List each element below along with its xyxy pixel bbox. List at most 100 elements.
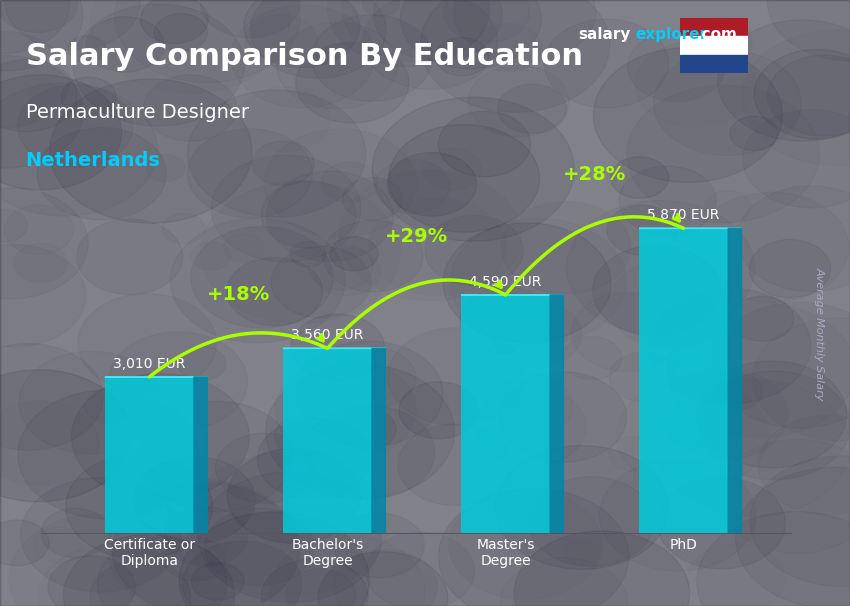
Circle shape — [68, 36, 106, 63]
Circle shape — [183, 541, 302, 606]
Circle shape — [85, 388, 134, 424]
Circle shape — [592, 245, 721, 336]
Circle shape — [529, 477, 654, 567]
Text: explorer: explorer — [636, 27, 708, 42]
Circle shape — [730, 116, 779, 151]
Circle shape — [0, 344, 103, 450]
Circle shape — [654, 50, 802, 156]
Circle shape — [0, 520, 49, 566]
Circle shape — [754, 49, 850, 139]
Circle shape — [343, 177, 403, 220]
Circle shape — [711, 373, 763, 410]
Circle shape — [133, 456, 255, 544]
Circle shape — [0, 0, 83, 71]
Text: Permaculture Designer: Permaculture Designer — [26, 103, 248, 122]
Circle shape — [61, 77, 116, 116]
Circle shape — [338, 409, 396, 450]
Circle shape — [711, 302, 850, 428]
Circle shape — [731, 296, 794, 341]
Circle shape — [610, 157, 669, 198]
Circle shape — [64, 534, 235, 606]
Circle shape — [333, 550, 437, 606]
Circle shape — [750, 456, 850, 587]
Circle shape — [443, 223, 611, 342]
Circle shape — [514, 531, 689, 606]
Circle shape — [495, 445, 669, 570]
Circle shape — [366, 532, 475, 606]
Circle shape — [18, 390, 199, 519]
Circle shape — [170, 218, 345, 343]
Bar — [680, 36, 748, 55]
Circle shape — [333, 513, 424, 578]
Circle shape — [252, 141, 314, 185]
Circle shape — [697, 511, 850, 606]
Circle shape — [244, 0, 360, 67]
Circle shape — [165, 507, 247, 566]
Circle shape — [139, 401, 293, 511]
Circle shape — [619, 166, 717, 235]
Circle shape — [0, 59, 77, 132]
Circle shape — [78, 294, 217, 393]
Circle shape — [178, 346, 226, 381]
Circle shape — [768, 55, 850, 136]
Circle shape — [768, 0, 850, 61]
Circle shape — [567, 201, 755, 335]
Circle shape — [109, 332, 247, 431]
Circle shape — [318, 551, 448, 606]
Circle shape — [593, 48, 783, 182]
Circle shape — [497, 84, 567, 133]
Bar — [680, 55, 748, 73]
Circle shape — [735, 467, 850, 606]
Circle shape — [73, 4, 244, 126]
Circle shape — [201, 0, 300, 38]
Circle shape — [439, 111, 530, 177]
Circle shape — [743, 110, 850, 208]
Circle shape — [694, 192, 849, 302]
Circle shape — [372, 97, 575, 241]
Circle shape — [374, 159, 450, 213]
Circle shape — [49, 79, 252, 223]
Circle shape — [388, 124, 540, 232]
Circle shape — [460, 287, 553, 353]
Circle shape — [571, 293, 683, 371]
Circle shape — [216, 433, 314, 504]
Circle shape — [627, 32, 725, 102]
Text: 3,010 EUR: 3,010 EUR — [113, 357, 185, 371]
Circle shape — [90, 561, 191, 606]
Circle shape — [97, 538, 227, 606]
Circle shape — [373, 0, 502, 61]
Circle shape — [296, 42, 409, 123]
Circle shape — [0, 56, 83, 168]
Circle shape — [657, 478, 785, 569]
Circle shape — [115, 0, 300, 82]
Circle shape — [112, 483, 299, 606]
Circle shape — [0, 370, 131, 502]
Circle shape — [147, 155, 185, 182]
Circle shape — [502, 202, 631, 294]
Bar — [461, 295, 550, 533]
Text: +29%: +29% — [385, 227, 448, 245]
Circle shape — [76, 219, 183, 295]
Circle shape — [261, 181, 356, 248]
Circle shape — [179, 512, 370, 606]
Circle shape — [190, 227, 333, 328]
Text: +28%: +28% — [563, 165, 626, 184]
Circle shape — [388, 328, 524, 425]
Circle shape — [48, 556, 135, 606]
Bar — [639, 228, 728, 533]
Polygon shape — [550, 295, 564, 533]
Text: Salary Comparison By Education: Salary Comparison By Education — [26, 42, 582, 72]
Bar — [680, 18, 748, 36]
Circle shape — [261, 559, 368, 606]
Circle shape — [275, 415, 332, 456]
Circle shape — [251, 0, 386, 78]
Circle shape — [737, 186, 850, 291]
Circle shape — [4, 205, 74, 255]
Circle shape — [265, 364, 455, 499]
Circle shape — [140, 0, 208, 44]
Circle shape — [271, 247, 371, 318]
Circle shape — [37, 128, 167, 220]
Circle shape — [327, 0, 489, 67]
Circle shape — [164, 538, 225, 581]
Circle shape — [313, 248, 381, 296]
